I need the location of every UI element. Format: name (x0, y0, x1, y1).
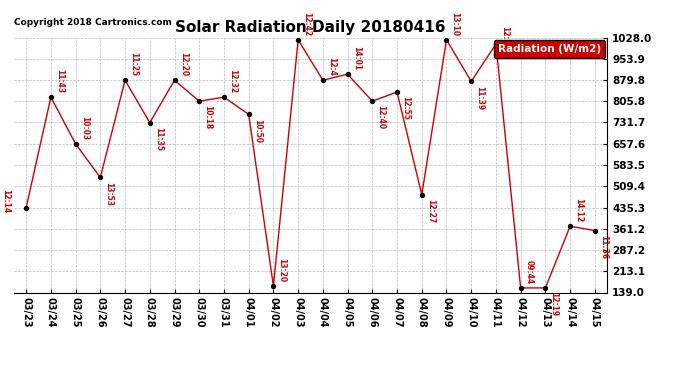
Text: 12:32: 12:32 (228, 69, 237, 93)
Text: 12:27: 12:27 (426, 199, 435, 223)
Point (515, 285, 526, 291)
Point (194, 98, 205, 104)
Point (21, 205, 32, 211)
Point (441, 37, 452, 43)
Text: 12:: 12: (500, 26, 509, 40)
Text: 12:4: 12:4 (327, 57, 336, 76)
Point (540, 285, 551, 291)
Point (70, 141, 81, 147)
Text: 12:20: 12:20 (179, 52, 188, 76)
Point (342, 71, 353, 77)
Point (95, 174, 106, 180)
Text: 14:01: 14:01 (352, 46, 361, 70)
Text: 11:43: 11:43 (55, 69, 64, 93)
Text: 13:53: 13:53 (104, 182, 113, 206)
Title: Solar Radiation Daily 20180416: Solar Radiation Daily 20180416 (175, 20, 446, 35)
Point (391, 89, 402, 95)
Text: 10:03: 10:03 (80, 116, 89, 140)
Point (119, 77, 130, 83)
Point (293, 37, 304, 43)
Point (243, 111, 254, 117)
Point (268, 283, 279, 289)
Text: 11:25: 11:25 (129, 52, 138, 76)
Point (589, 228, 600, 234)
Legend: Radiation (W/m2): Radiation (W/m2) (493, 40, 605, 58)
Point (144, 120, 155, 126)
Text: 14:12: 14:12 (574, 198, 583, 222)
Text: Copyright 2018 Cartronics.com: Copyright 2018 Cartronics.com (14, 18, 172, 27)
Text: 11:36: 11:36 (599, 235, 608, 259)
Text: 11:39: 11:39 (475, 86, 484, 109)
Text: 12:19: 12:19 (549, 292, 558, 316)
Point (219, 94, 230, 100)
Text: 11:35: 11:35 (154, 127, 163, 151)
Text: 13:10: 13:10 (451, 12, 460, 36)
Point (416, 192, 427, 198)
Point (317, 77, 328, 83)
Text: 12:40: 12:40 (377, 105, 386, 129)
Text: 12:55: 12:55 (401, 96, 410, 120)
Text: 12:42: 12:42 (302, 12, 311, 36)
Text: 10:50: 10:50 (253, 118, 262, 142)
Text: 12:14: 12:14 (1, 189, 10, 213)
Text: 13:20: 13:20 (277, 258, 286, 282)
Point (46, 94, 57, 100)
Point (466, 78, 477, 84)
Point (564, 223, 575, 229)
Text: 10:18: 10:18 (204, 105, 213, 130)
Text: 09:44: 09:44 (525, 260, 534, 284)
Point (367, 98, 378, 104)
Point (169, 77, 180, 83)
Point (491, 41, 502, 47)
